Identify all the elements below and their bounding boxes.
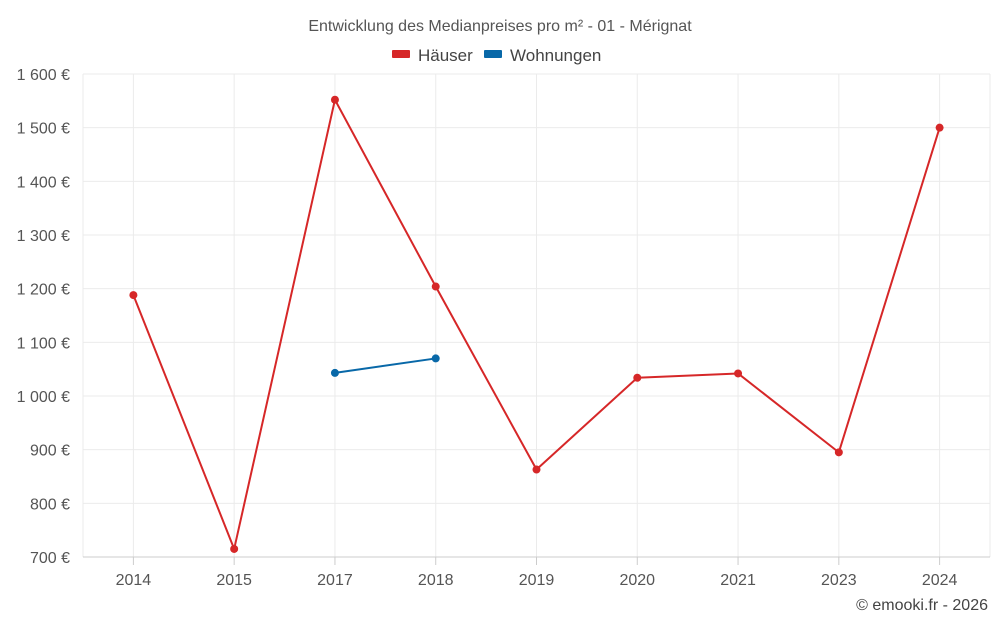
x-tick-label: 2019: [519, 572, 555, 589]
data-point-houses[interactable]: [834, 448, 843, 457]
x-tick-label: 2021: [720, 572, 756, 589]
y-tick-label: 800 €: [30, 496, 70, 513]
y-tick-label: 1 300 €: [17, 228, 70, 245]
series: [129, 95, 944, 553]
legend-label-apartments: Wohnungen: [510, 46, 601, 65]
chart-title: Entwicklung des Medianpreises pro m² - 0…: [308, 18, 692, 35]
credit-text: © emooki.fr - 2026: [856, 597, 988, 614]
x-tick-label: 2024: [922, 572, 958, 589]
data-point-houses[interactable]: [230, 544, 239, 553]
data-point-houses[interactable]: [330, 95, 339, 104]
x-tick-label: 2020: [619, 572, 655, 589]
series-line-apartments: [334, 357, 436, 374]
y-tick-label: 900 €: [30, 443, 70, 460]
data-point-houses[interactable]: [935, 123, 944, 132]
data-point-houses[interactable]: [129, 291, 138, 300]
data-point-apartments[interactable]: [431, 354, 440, 363]
legend: Häuser Wohnungen: [392, 46, 601, 65]
y-tick-label: 700 €: [30, 550, 70, 567]
legend-item-houses[interactable]: Häuser: [392, 46, 473, 65]
x-tick-label: 2015: [216, 572, 252, 589]
y-tick-label: 1 000 €: [17, 389, 70, 406]
data-point-houses[interactable]: [431, 282, 440, 291]
x-tick-label: 2023: [821, 572, 857, 589]
legend-item-apartments[interactable]: Wohnungen: [484, 46, 601, 65]
x-tick-label: 2018: [418, 572, 454, 589]
legend-swatch-houses: [392, 50, 410, 58]
x-tick-label: 2014: [116, 572, 152, 589]
y-tick-label: 1 100 €: [17, 335, 70, 352]
grid: [82, 73, 991, 557]
data-point-houses[interactable]: [633, 373, 642, 382]
x-tick-label: 2017: [317, 572, 353, 589]
legend-swatch-apartments: [484, 50, 502, 58]
y-tick-label: 1 200 €: [17, 282, 70, 299]
y-tick-label: 1 600 €: [17, 67, 70, 84]
data-point-apartments[interactable]: [330, 368, 339, 377]
data-point-houses[interactable]: [734, 369, 743, 378]
axes: 700 € 800 € 900 € 1 000 € 1 100 € 1 200 € 1 30…: [17, 67, 990, 589]
y-tick-label: 1 500 €: [17, 121, 70, 138]
data-point-houses[interactable]: [532, 465, 541, 474]
legend-label-houses: Häuser: [418, 46, 473, 65]
y-tick-label: 1 400 €: [17, 174, 70, 191]
